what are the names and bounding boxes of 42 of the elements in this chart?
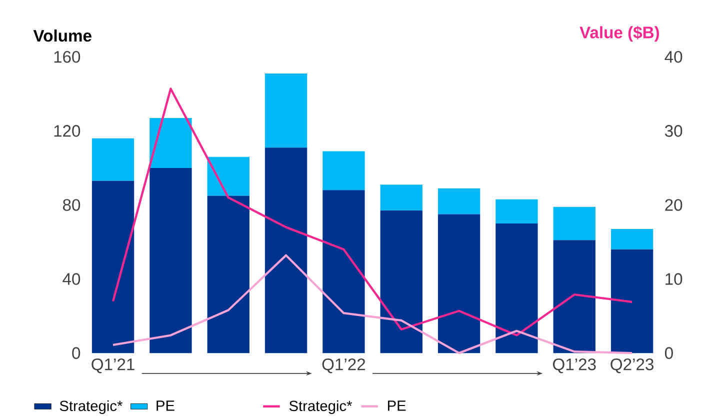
y2-axis-title: Value ($B) <box>580 26 660 42</box>
bar <box>264 148 308 354</box>
y2-tick-label: 40 <box>664 51 682 63</box>
bar <box>207 156 250 196</box>
y2-tick-label: 30 <box>664 125 682 137</box>
bar <box>610 249 654 354</box>
bar <box>380 184 422 211</box>
y2-tick-label: 10 <box>666 273 682 285</box>
y-tick-label: 120 <box>54 125 80 137</box>
x-tick-label: Q1’21 <box>92 358 134 374</box>
line-series <box>112 254 634 354</box>
x-tick-label: Q2’23 <box>610 358 654 374</box>
bar <box>553 240 596 354</box>
y-tick-label: 160 <box>54 51 80 63</box>
bar <box>380 210 422 354</box>
legend-label: PE <box>388 400 406 411</box>
y-tick-label: 80 <box>62 199 80 211</box>
bar <box>553 206 596 240</box>
bar <box>92 138 134 182</box>
x-tick-label: Q1’22 <box>322 358 366 374</box>
legend-label: PE <box>156 400 174 411</box>
bar <box>150 118 192 168</box>
y2-tick-label: 20 <box>665 199 682 211</box>
bar <box>322 190 365 354</box>
y-tick-label: 40 <box>62 273 80 285</box>
x-tick-label: Q1’23 <box>552 358 596 374</box>
bar <box>496 224 538 354</box>
bar <box>92 181 134 354</box>
line-series <box>112 88 634 336</box>
bar <box>610 229 654 250</box>
bar <box>150 168 192 354</box>
bar <box>207 196 250 354</box>
y2-tick-label: 0 <box>664 347 673 360</box>
bar <box>438 188 480 214</box>
bar <box>322 151 365 190</box>
bar <box>496 200 538 224</box>
bar <box>438 214 480 354</box>
legend-label: Strategic* <box>60 400 122 414</box>
legend-label: Strategic* <box>289 400 352 414</box>
bar <box>264 74 308 148</box>
y-axis-title: Volume <box>33 30 92 42</box>
y-tick-label: 0 <box>72 347 80 360</box>
